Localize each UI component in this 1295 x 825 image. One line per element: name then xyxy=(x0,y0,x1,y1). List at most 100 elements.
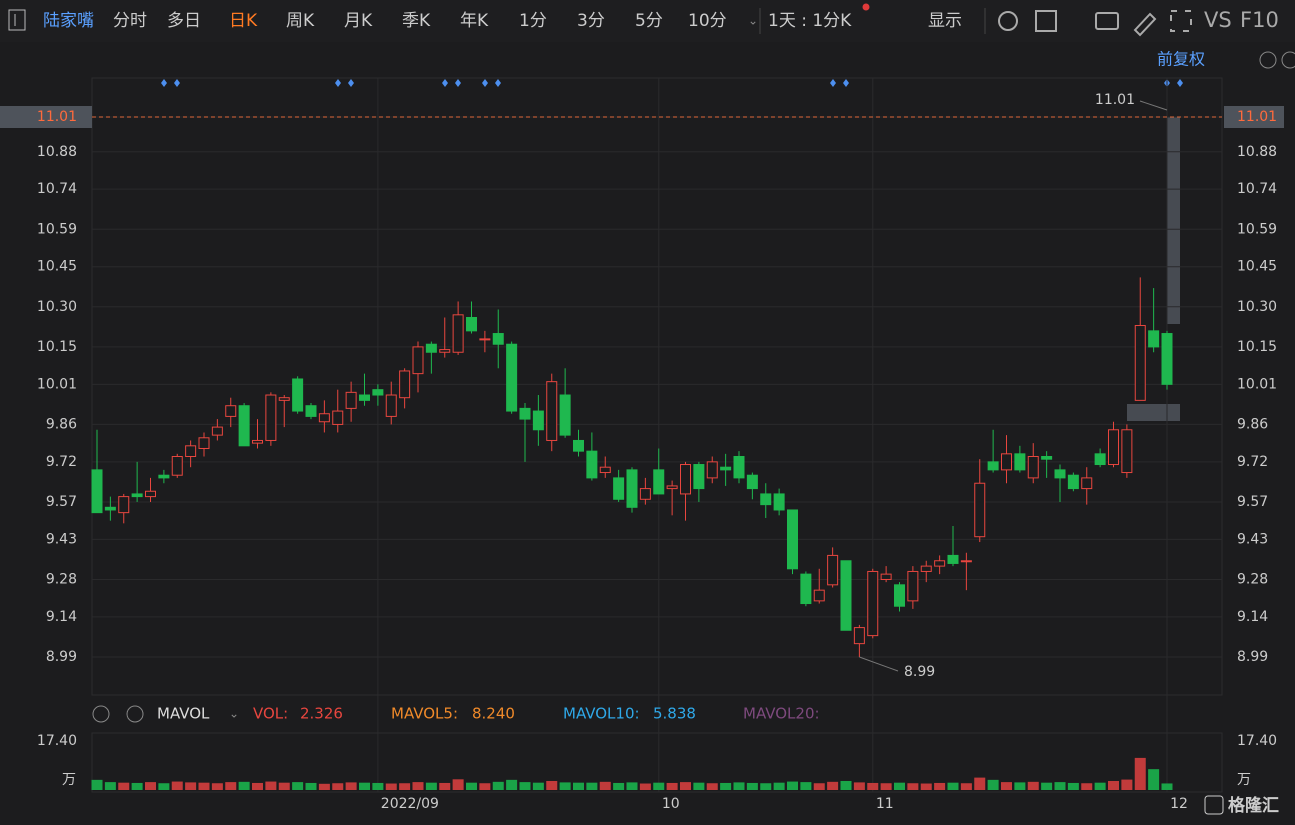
candle-body xyxy=(1014,453,1026,471)
period-select[interactable]: 1天 : 1分K xyxy=(768,11,852,31)
candle-body xyxy=(626,469,638,508)
vol-close-icon[interactable] xyxy=(126,705,144,723)
candle-body xyxy=(452,314,464,353)
tab[interactable]: 分时 xyxy=(113,11,147,31)
candle-body xyxy=(359,394,370,401)
volume-bar xyxy=(1161,783,1173,790)
volume-bar xyxy=(265,781,277,790)
candle-body xyxy=(813,589,825,602)
candle-body xyxy=(1134,325,1146,401)
low-annotation: 8.99 xyxy=(904,664,935,680)
tab[interactable]: 1分 xyxy=(519,11,547,31)
candle-body xyxy=(1108,429,1119,466)
candle-body xyxy=(800,573,812,605)
tab[interactable]: 日K xyxy=(229,11,258,31)
candle-body xyxy=(238,405,250,447)
volume-bar xyxy=(225,782,237,790)
candle-body xyxy=(907,570,919,602)
tab[interactable]: 季K xyxy=(402,11,431,31)
candle-body xyxy=(853,627,865,645)
volume-bar xyxy=(706,783,718,790)
candle-body xyxy=(773,493,785,511)
volume-bar xyxy=(532,782,544,790)
indicator-select[interactable]: MAVOL xyxy=(157,705,210,723)
y-tick-label: 8.99 xyxy=(1237,649,1268,665)
candle-body xyxy=(479,338,491,341)
volume-bar xyxy=(1134,757,1146,790)
volume-bar xyxy=(1108,780,1119,790)
y-tick-label: 8.99 xyxy=(46,649,77,665)
ma20-label: MAVOL20: xyxy=(743,705,820,723)
volume-bar xyxy=(278,782,290,790)
draw-icon[interactable] xyxy=(1133,12,1157,37)
volume-bar xyxy=(318,783,330,790)
candle-body xyxy=(118,496,130,514)
volume-bar xyxy=(800,782,812,790)
y-tick-label: 10.15 xyxy=(1237,339,1277,355)
tab[interactable]: 多日 xyxy=(167,11,201,31)
chevron: ⌄ xyxy=(748,14,758,28)
volume-bar xyxy=(1001,782,1012,790)
settings-icon[interactable] xyxy=(998,11,1018,31)
display-menu[interactable]: 显示 xyxy=(928,11,962,31)
tab[interactable]: 月K xyxy=(344,11,373,31)
volume-bar xyxy=(506,779,518,790)
tabs: 分时 多日 日K 周K 月K 季K 年K 1分 3分 5分 10分 xyxy=(113,11,727,31)
candle-body xyxy=(613,477,625,500)
volume-bar xyxy=(292,782,304,790)
ma5-value: 8.240 xyxy=(472,705,515,723)
vol-unit: 万 xyxy=(1237,772,1251,788)
volume-bar xyxy=(1067,782,1079,790)
volume-bar xyxy=(479,783,491,790)
volume-bar xyxy=(760,783,772,790)
candle-body xyxy=(466,316,477,332)
volume-bar xyxy=(305,782,317,790)
candle-body xyxy=(385,394,397,417)
tab[interactable]: 3分 xyxy=(577,11,605,31)
menu-icon[interactable] xyxy=(8,9,26,31)
volume-bar xyxy=(639,783,651,790)
tab[interactable]: 5分 xyxy=(635,11,663,31)
tab[interactable]: 年K xyxy=(460,11,489,31)
candle-body xyxy=(733,456,745,479)
candle-body xyxy=(573,439,584,452)
last-price-box xyxy=(1224,106,1284,128)
candle-body xyxy=(666,485,678,490)
candle-body xyxy=(519,407,531,420)
candle-body xyxy=(1001,453,1012,471)
candle-body xyxy=(305,405,317,417)
stock-name[interactable]: 陆家嘴 xyxy=(43,11,94,31)
f10-button[interactable]: F10 xyxy=(1240,8,1279,32)
zoom-in[interactable] xyxy=(1281,51,1295,69)
fullscreen-icon[interactable] xyxy=(1170,10,1192,32)
volume-bar xyxy=(907,783,919,790)
y-tick-label: 10.45 xyxy=(1237,259,1277,275)
chart: 11.01 11.01 10.88 10.88 10.74 10.74 10.59 10.59… xyxy=(0,78,1284,812)
candle-body xyxy=(1027,456,1039,479)
vs-button[interactable]: VS xyxy=(1204,8,1232,32)
y-tick-label: 9.43 xyxy=(1237,531,1268,547)
candle-body xyxy=(1161,333,1173,385)
annotation-leader xyxy=(859,656,899,672)
camera-icon[interactable] xyxy=(1095,12,1119,30)
volume-bar xyxy=(332,783,344,790)
vol-tick-label: 17.40 xyxy=(1237,733,1277,749)
adjust-select[interactable]: 前复权 xyxy=(1157,50,1205,69)
tab[interactable]: 10分 xyxy=(688,11,727,31)
y-tick-label: 10.74 xyxy=(1237,181,1277,197)
volume-bar xyxy=(573,782,584,790)
zoom-out[interactable] xyxy=(1259,51,1277,69)
candle-body xyxy=(894,584,905,607)
y-tick-label: 10.30 xyxy=(1237,299,1277,315)
volume-bar xyxy=(399,783,411,790)
y-tick-label: 10.74 xyxy=(37,181,77,197)
checkbox-icon[interactable] xyxy=(1035,10,1057,32)
tab[interactable]: 周K xyxy=(286,11,315,31)
volume-bar xyxy=(466,782,477,790)
volume-bar xyxy=(880,783,892,790)
volume-bar xyxy=(452,779,464,790)
vol-settings-icon[interactable] xyxy=(92,705,110,723)
volume-bar xyxy=(626,782,638,790)
